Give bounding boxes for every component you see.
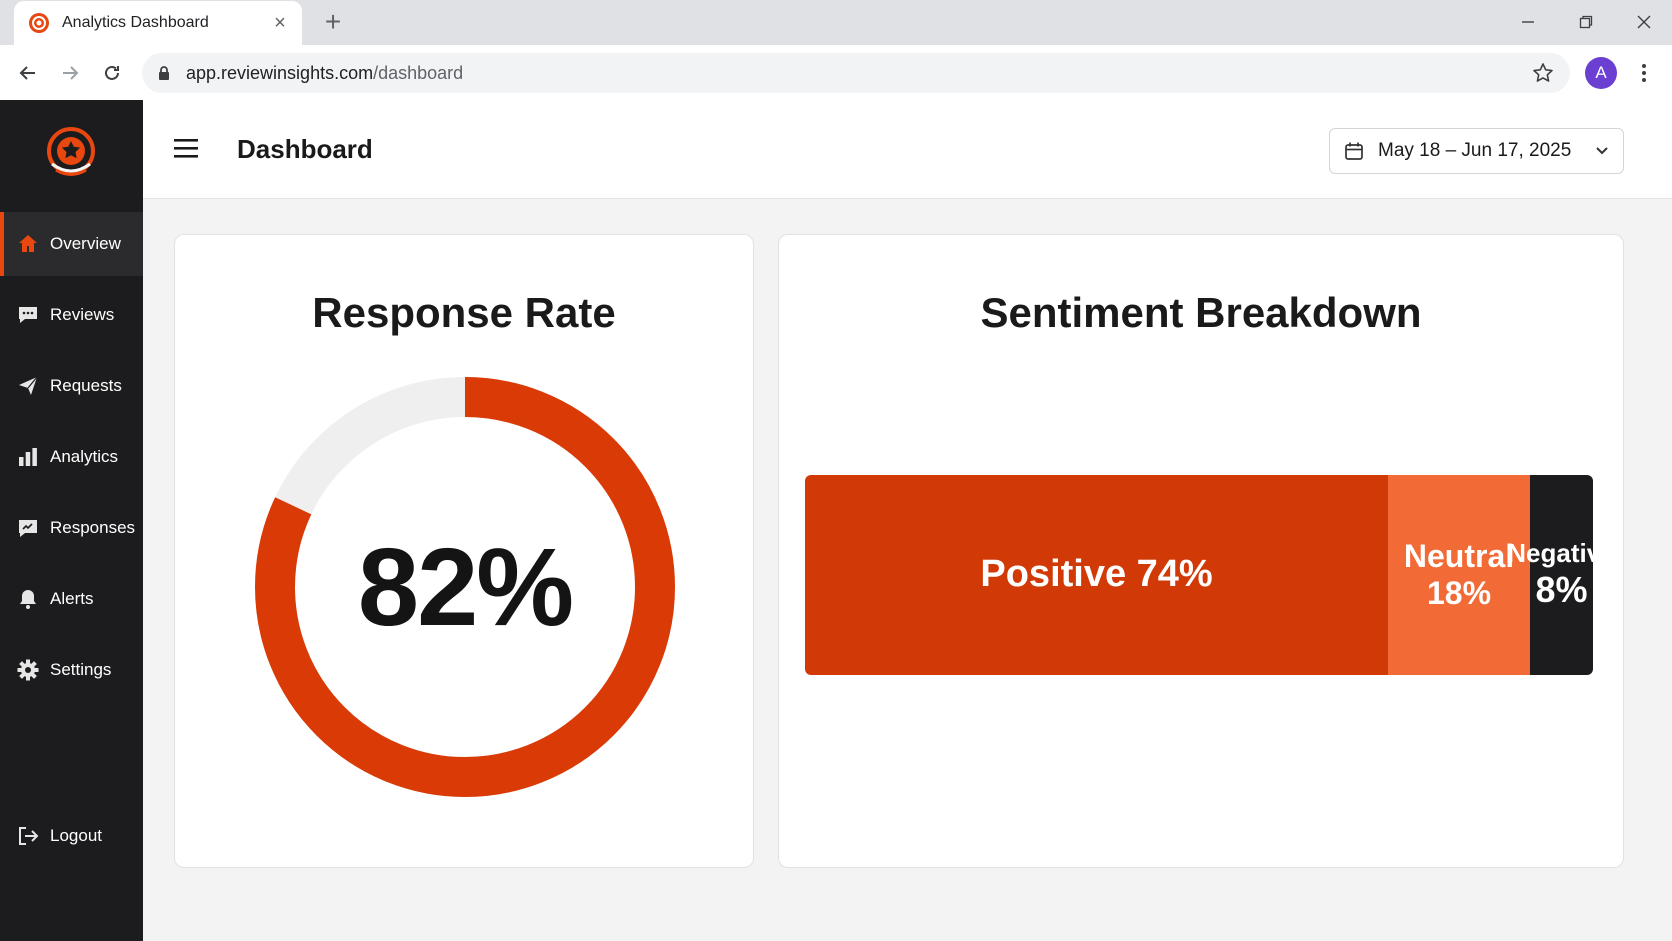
hamburger-menu-icon[interactable]: [173, 136, 201, 160]
url-host: app.reviewinsights.com: [186, 62, 374, 83]
lock-icon: [156, 65, 172, 81]
restore-button[interactable]: [1566, 8, 1606, 36]
profile-avatar[interactable]: A: [1585, 57, 1617, 89]
sentiment-stacked-bar: Positive 74% Neutral 18% Negative 8%: [805, 475, 1593, 675]
new-tab-button[interactable]: +: [324, 6, 342, 37]
positive-label: Positive 74%: [980, 553, 1213, 596]
close-icon: [1637, 15, 1651, 29]
minimize-icon: [1522, 21, 1534, 23]
calendar-icon: [1344, 141, 1364, 161]
logout-button[interactable]: Logout: [0, 804, 143, 868]
date-range-picker[interactable]: May 18 – Jun 17, 2025: [1329, 128, 1624, 174]
page-title: Dashboard: [237, 134, 373, 164]
sentiment-segment-negative: Negative 8%: [1507, 475, 1593, 675]
arrow-left-icon: [19, 66, 35, 80]
neutral-label: Neutral: [1403, 538, 1515, 575]
sidebar-item-settings[interactable]: Settings: [0, 638, 143, 702]
response-rate-value: 82%: [357, 525, 574, 649]
forward-button[interactable]: [54, 57, 86, 89]
sidebar-item-responses[interactable]: Responses: [0, 496, 143, 560]
reply-icon: [16, 516, 40, 540]
restore-icon: [1579, 15, 1593, 29]
sentiment-segment-neutral: Neutral 18%: [1388, 475, 1530, 675]
home-icon: [16, 232, 40, 256]
sidebar-item-label: Overview: [50, 234, 121, 253]
page-header: Dashboard May 18 – Jun 17, 2025: [143, 100, 1672, 199]
close-tab-icon[interactable]: ×: [274, 11, 286, 34]
reload-button[interactable]: [96, 57, 128, 89]
negative-label: Negative: [1507, 538, 1593, 569]
browser-tab[interactable]: Analytics Dashboard ×: [14, 1, 302, 45]
sentiment-breakdown-title: Sentiment Breakdown: [980, 289, 1422, 336]
gear-icon: [16, 658, 40, 682]
date-range-text: May 18 – Jun 17, 2025: [1378, 140, 1572, 161]
sidebar-item-label: Responses: [50, 518, 136, 537]
sidebar: Overview Reviews Requests Analytics Resp…: [0, 100, 143, 941]
sentiment-breakdown-card: Sentiment Breakdown Positive 74% Neutral…: [778, 234, 1624, 868]
address-bar[interactable]: app.reviewinsights.com/dashboard: [142, 53, 1570, 93]
bookmark-star-icon[interactable]: [1532, 62, 1554, 84]
app-logo[interactable]: [42, 124, 100, 182]
response-rate-title: Response Rate: [312, 289, 616, 336]
browser-toolbar: app.reviewinsights.com/dashboard A: [0, 45, 1672, 101]
browser-menu-icon[interactable]: [1632, 59, 1656, 87]
sentiment-segment-positive: Positive 74%: [805, 475, 1389, 675]
negative-percent: 8%: [1535, 569, 1588, 611]
sidebar-item-label: Reviews: [50, 305, 115, 324]
sidebar-item-alerts[interactable]: Alerts: [0, 567, 143, 631]
favicon-icon: [28, 12, 50, 34]
arrow-right-icon: [63, 66, 79, 80]
chat-icon: [16, 303, 40, 327]
reload-icon: [105, 65, 119, 80]
minimize-button[interactable]: [1508, 8, 1548, 36]
send-icon: [16, 374, 40, 398]
sidebar-item-analytics[interactable]: Analytics: [0, 425, 143, 489]
close-window-button[interactable]: [1624, 8, 1664, 36]
sidebar-item-overview[interactable]: Overview: [0, 212, 143, 276]
back-button[interactable]: [12, 57, 44, 89]
logout-label: Logout: [50, 826, 102, 845]
neutral-percent: 18%: [1427, 575, 1492, 611]
browser-tabbar: Analytics Dashboard × +: [0, 0, 1672, 45]
response-rate-card: Response Rate 82%: [174, 234, 754, 868]
logout-icon: [16, 824, 40, 848]
donut-progress-arc: [255, 377, 675, 797]
chevron-down-icon: [1595, 146, 1609, 156]
response-rate-donut: 82%: [255, 377, 675, 797]
sidebar-item-label: Alerts: [50, 589, 94, 608]
sidebar-item-label: Settings: [50, 660, 112, 679]
url-text: app.reviewinsights.com/dashboard: [186, 63, 463, 84]
sidebar-item-reviews[interactable]: Reviews: [0, 283, 143, 347]
url-path: /dashboard: [373, 62, 464, 83]
sidebar-item-requests[interactable]: Requests: [0, 354, 143, 418]
bell-icon: [16, 587, 40, 611]
bar-chart-icon: [16, 445, 40, 469]
sidebar-item-label: Requests: [50, 376, 122, 395]
tab-title: Analytics Dashboard: [62, 14, 209, 31]
sidebar-item-label: Analytics: [50, 447, 119, 466]
